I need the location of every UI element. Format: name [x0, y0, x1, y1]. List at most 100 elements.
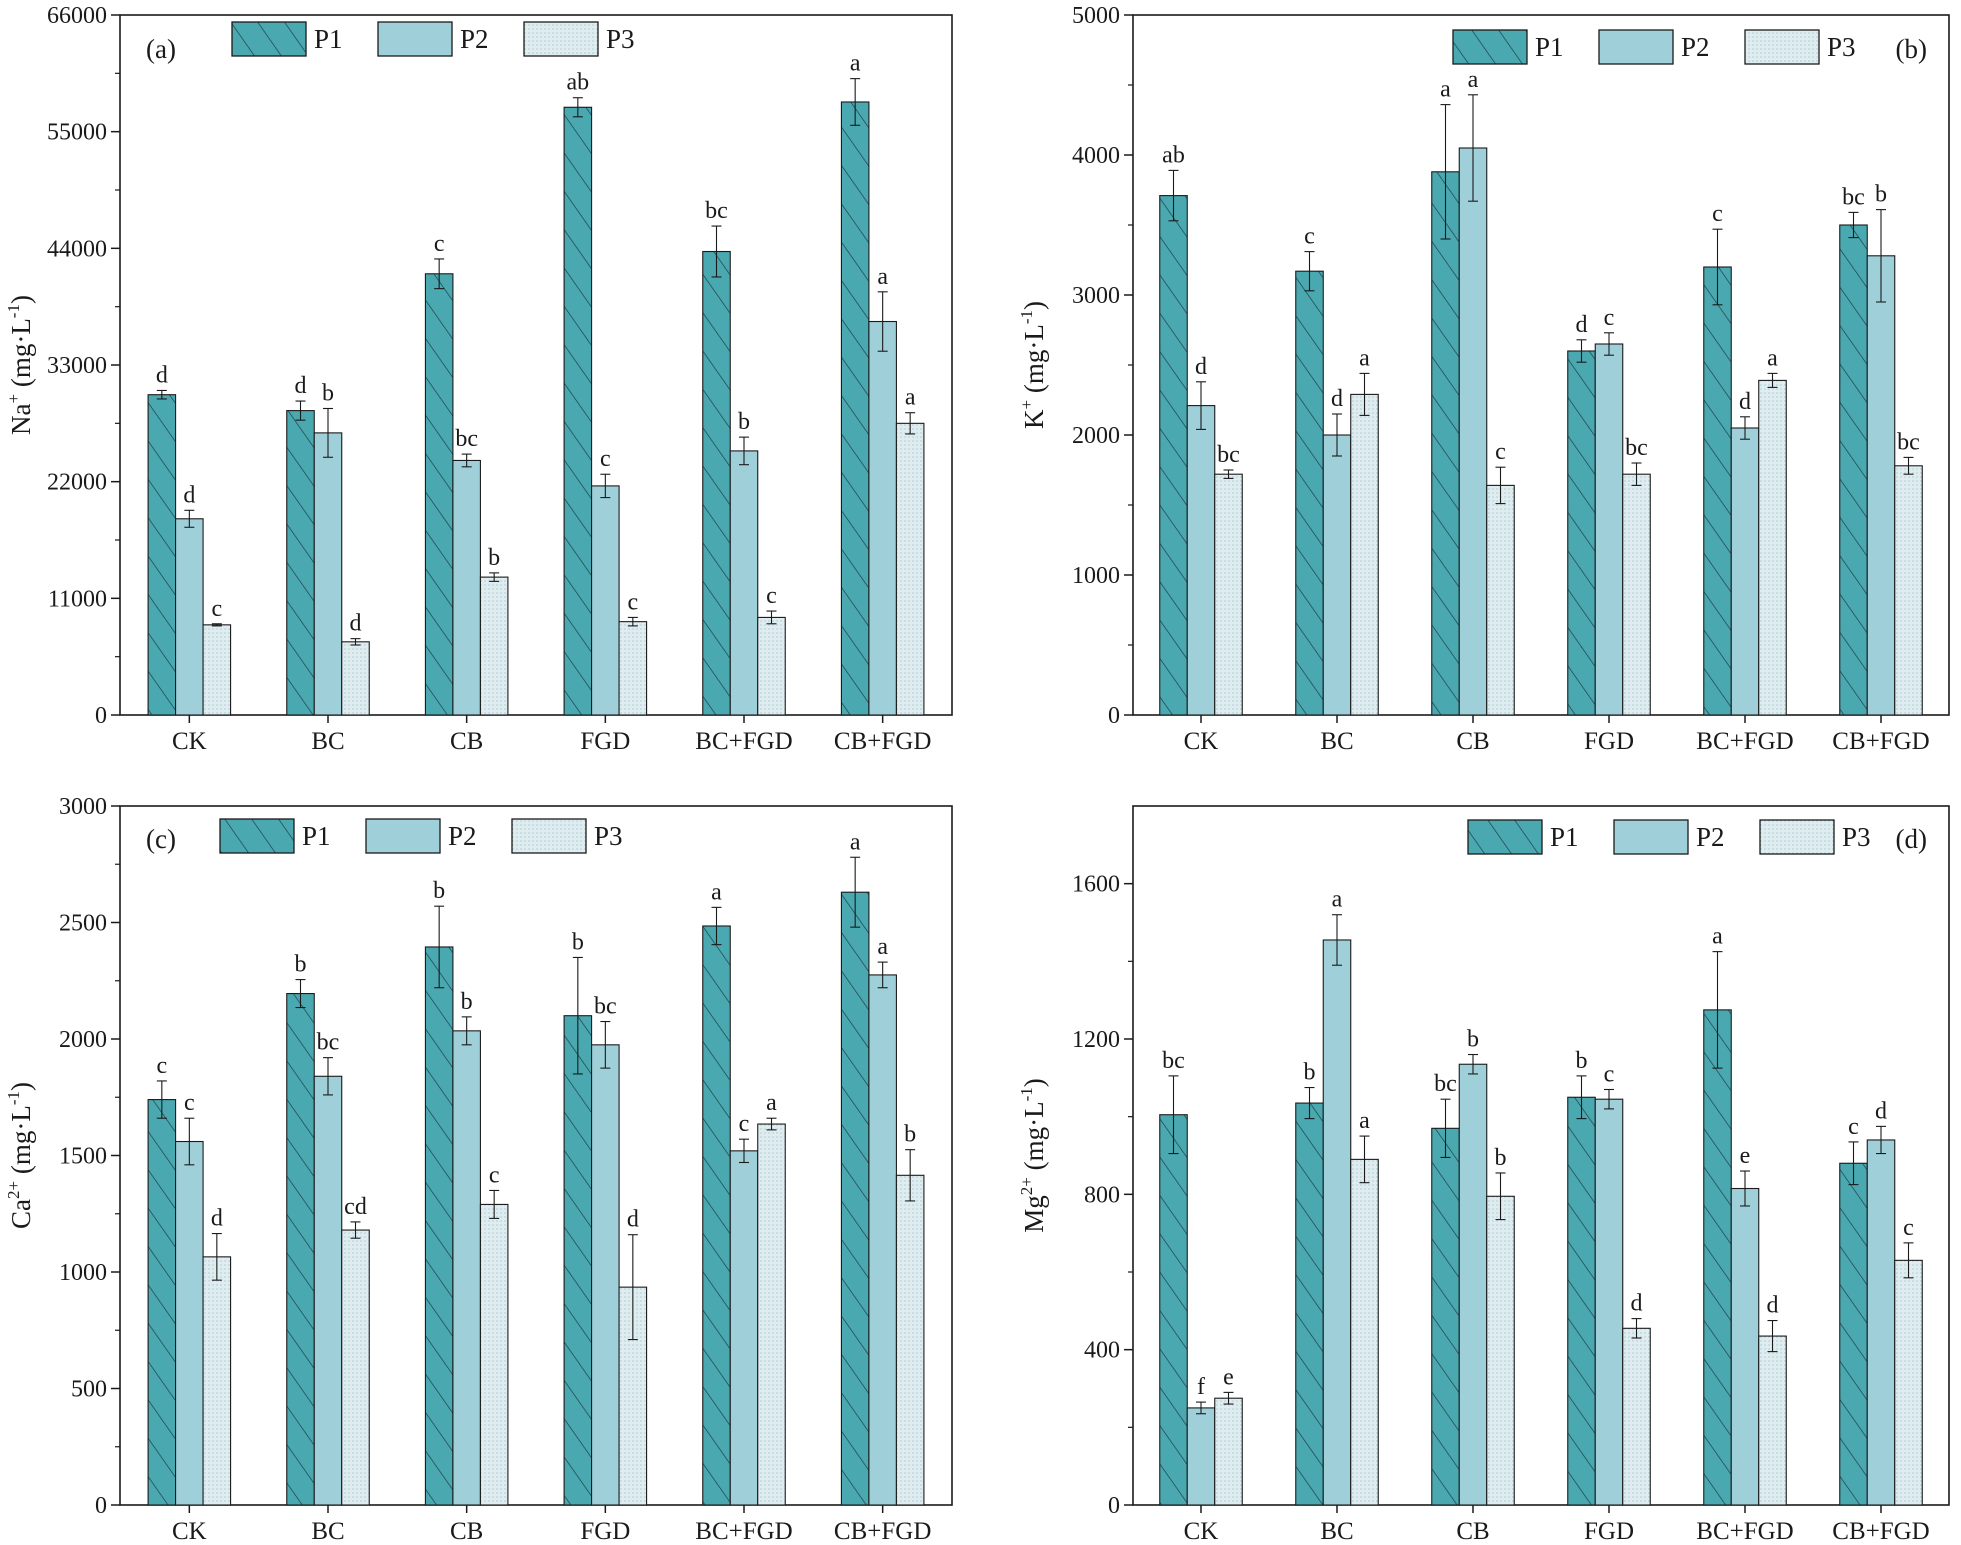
y-axis-label: Na+ (mg·L-1) — [4, 295, 36, 435]
bar-p3 — [1894, 465, 1923, 716]
x-tick-label: BC — [311, 1518, 344, 1545]
significance-letter: e — [1223, 1364, 1234, 1390]
bar-p1 — [702, 925, 731, 1506]
bar-p3 — [895, 422, 925, 716]
significance-letter: c — [1495, 439, 1506, 465]
legend: P1 P2 P3 — [231, 21, 635, 57]
significance-letter: bc — [1434, 1071, 1457, 1097]
legend-label-p1: P1 — [1535, 32, 1564, 62]
x-tick-label: CB+FGD — [834, 728, 931, 755]
significance-letter: b — [1576, 1048, 1588, 1074]
significance-letter: c — [600, 446, 611, 472]
legend-swatch-p2 — [1598, 29, 1674, 65]
y-tick-label: 1600 — [1072, 872, 1120, 898]
significance-letter: b — [738, 409, 750, 435]
bar-p3 — [1622, 473, 1651, 716]
bar-p2 — [175, 518, 204, 716]
bar-p2 — [868, 974, 897, 1506]
bar-p3 — [618, 621, 648, 716]
panel-c: 0 500 1000 1500 2000 2500 3000 Ca2+ (mg·L-1) CK c… — [4, 794, 953, 1545]
plot-frame — [119, 14, 953, 716]
bar-p1 — [1703, 266, 1732, 716]
panel-label: (b) — [1896, 34, 1927, 64]
y-tick-label: 2000 — [59, 1027, 107, 1053]
bar-p1 — [286, 993, 315, 1506]
legend-label-p3: P3 — [1842, 822, 1871, 852]
x-tick-label: BC+FGD — [1696, 728, 1793, 755]
y-tick-label: 0 — [95, 1493, 107, 1519]
bar-p1 — [1295, 270, 1324, 716]
bar-p2 — [591, 1044, 620, 1506]
legend-label-p2: P2 — [448, 821, 477, 851]
significance-letter: bc — [1217, 442, 1240, 468]
bar-p2 — [1594, 343, 1624, 716]
significance-letter: b — [572, 929, 584, 955]
y-tick-label: 0 — [95, 703, 107, 729]
bar-p2 — [868, 320, 897, 716]
y-tick-label: 44000 — [47, 236, 107, 262]
legend-label-p2: P2 — [460, 24, 489, 54]
bar-p2 — [175, 1140, 204, 1506]
bar-p3 — [1350, 393, 1379, 716]
bar-p1 — [1703, 1009, 1732, 1506]
significance-letter: bc — [1625, 435, 1648, 461]
bar-p2 — [1186, 1407, 1216, 1506]
y-tick-label: 22000 — [47, 470, 107, 496]
y-axis-label: Ca2+ (mg·L-1) — [4, 1082, 36, 1229]
bar-p1 — [1567, 350, 1596, 716]
significance-letter: f — [1197, 1374, 1205, 1400]
significance-letter: d — [156, 362, 168, 388]
legend-swatch-p3 — [511, 818, 587, 854]
x-tick-label: BC+FGD — [695, 1518, 792, 1545]
significance-letter: d — [1331, 386, 1343, 412]
significance-letter: ab — [567, 70, 590, 96]
x-tick-label: CK — [172, 1518, 207, 1545]
significance-letter: b — [295, 952, 307, 978]
y-tick-label: 1000 — [1072, 563, 1120, 589]
bar-p2 — [313, 432, 343, 716]
legend-label-p1: P1 — [314, 24, 343, 54]
significance-letter: a — [1359, 1108, 1370, 1134]
bar-p2 — [729, 450, 759, 716]
x-tick-label: CB+FGD — [834, 1518, 931, 1545]
significance-letter: cd — [344, 1194, 367, 1220]
significance-letter: a — [1440, 77, 1451, 103]
bar-p3 — [757, 616, 786, 716]
x-tick-label: FGD — [1584, 728, 1634, 755]
x-tick-label: BC — [1320, 728, 1353, 755]
significance-letter: b — [488, 545, 500, 571]
bar-p2 — [729, 1150, 759, 1506]
bar-p1 — [1431, 1127, 1460, 1506]
significance-letter: c — [1304, 224, 1315, 250]
bar-p3 — [202, 624, 232, 716]
x-tick-label: CB — [1456, 728, 1489, 755]
bar-p2 — [313, 1075, 343, 1506]
panel-label: (c) — [146, 824, 176, 854]
significance-letter: a — [850, 51, 861, 77]
x-tick-label: BC — [1320, 1518, 1353, 1545]
significance-letter: d — [1631, 1291, 1643, 1317]
legend-label-p3: P3 — [1827, 32, 1856, 62]
bar-p1 — [424, 946, 454, 1506]
significance-letter: c — [1712, 201, 1723, 227]
bar-p3 — [757, 1123, 786, 1506]
y-tick-label: 500 — [71, 1377, 107, 1403]
x-tick-label: CB — [450, 728, 483, 755]
bar-p3 — [341, 641, 370, 716]
x-tick-label: CB+FGD — [1832, 728, 1929, 755]
y-axis-label: K+ (mg·L-1) — [1017, 301, 1049, 429]
x-tick-label: FGD — [580, 1518, 630, 1545]
significance-letter: c — [1903, 1215, 1914, 1241]
legend-label-p2: P2 — [1681, 32, 1710, 62]
significance-letter: b — [461, 989, 473, 1015]
bar-p2 — [1866, 1139, 1896, 1506]
significance-letter: c — [157, 1053, 168, 1079]
y-tick-label: 0 — [1108, 1493, 1120, 1519]
significance-letter: c — [184, 1090, 195, 1116]
significance-letter: a — [1712, 924, 1723, 950]
y-tick-label: 5000 — [1072, 3, 1120, 29]
significance-letter: a — [711, 879, 722, 905]
legend-label-p1: P1 — [1550, 822, 1579, 852]
significance-letter: bc — [1842, 184, 1865, 210]
